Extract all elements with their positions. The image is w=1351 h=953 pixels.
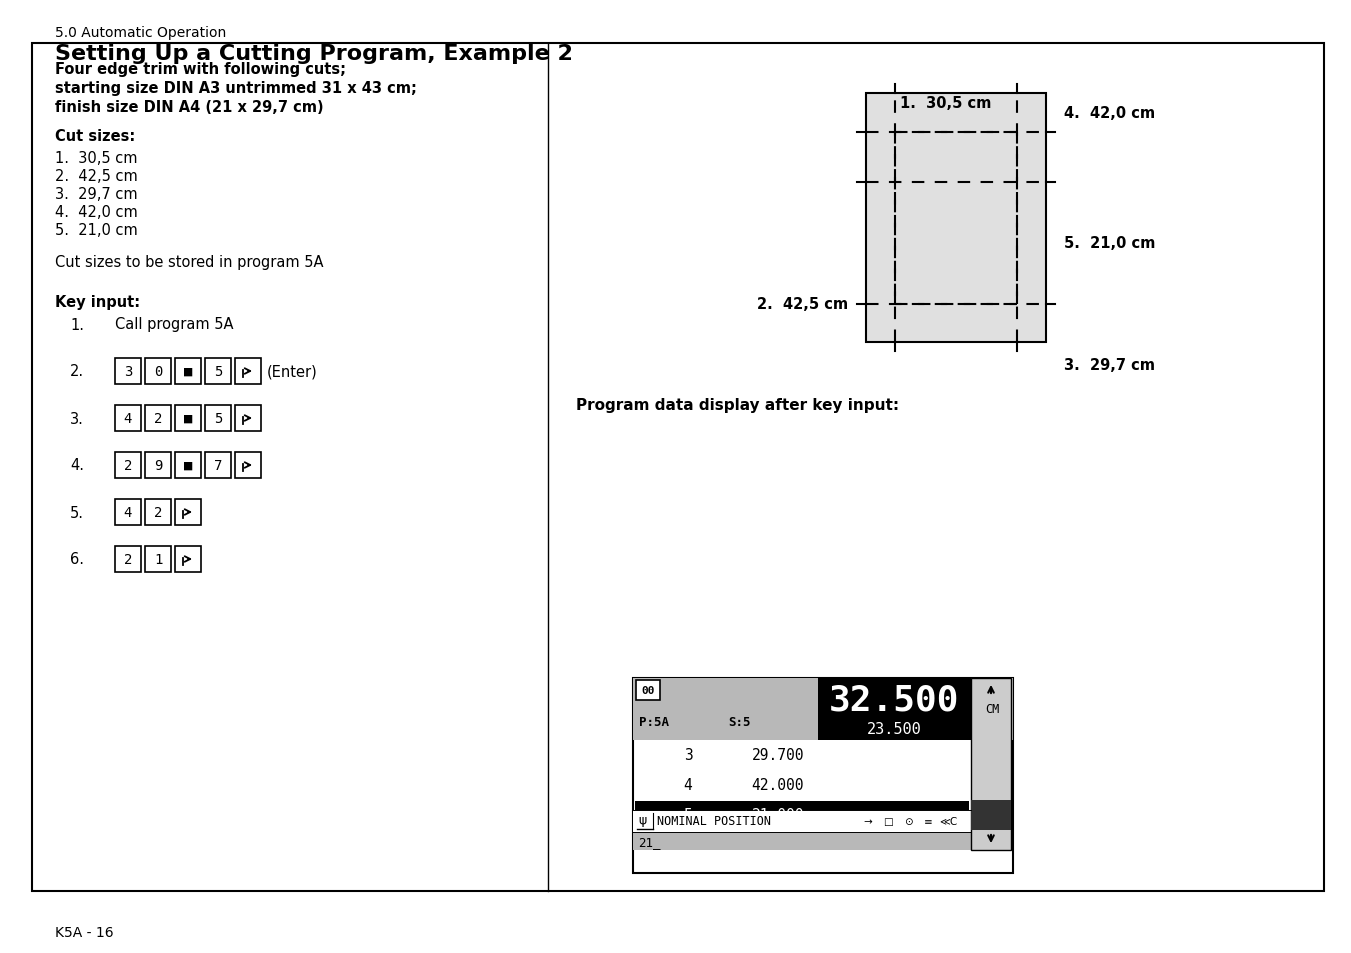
Text: 4.  42,0 cm: 4. 42,0 cm [1063, 106, 1155, 121]
Bar [115, 453, 141, 478]
Text: Key input:: Key input: [55, 294, 141, 310]
Text: Cut sizes:: Cut sizes: [55, 129, 135, 144]
Text: 6.: 6. [70, 552, 84, 567]
Bar [176, 499, 201, 525]
Text: 32.500: 32.500 [830, 683, 959, 718]
Text: (Enter): (Enter) [267, 364, 317, 379]
Text: ⊙: ⊙ [904, 816, 912, 826]
Bar [205, 358, 231, 385]
Bar [145, 406, 172, 432]
Text: starting size DIN A3 untrimmed 31 x 43 cm;: starting size DIN A3 untrimmed 31 x 43 c… [55, 81, 417, 96]
Text: ■: ■ [184, 458, 192, 473]
Bar [235, 453, 261, 478]
Text: 1.  30,5 cm: 1. 30,5 cm [55, 151, 138, 166]
Text: 5.  21,0 cm: 5. 21,0 cm [1063, 236, 1155, 252]
Text: 3.  29,7 cm: 3. 29,7 cm [55, 187, 138, 202]
Bar [634, 810, 971, 832]
Bar [115, 358, 141, 385]
Text: 2: 2 [154, 505, 162, 519]
Bar [235, 406, 261, 432]
Text: K5A - 16: K5A - 16 [55, 925, 113, 939]
Text: 42.000: 42.000 [751, 778, 804, 793]
Text: 2: 2 [154, 412, 162, 426]
Text: ψ: ψ [638, 814, 646, 826]
Text: Cut sizes to be stored in program 5A: Cut sizes to be stored in program 5A [55, 254, 323, 270]
Text: 2: 2 [124, 553, 132, 566]
Text: 2.  42,5 cm: 2. 42,5 cm [55, 169, 138, 184]
Text: ■: ■ [184, 365, 192, 378]
Bar [115, 546, 141, 573]
Text: Setting Up a Cutting Program, Example 2: Setting Up a Cutting Program, Example 2 [55, 44, 573, 64]
Text: 23.500: 23.500 [867, 721, 921, 737]
Bar [32, 44, 1324, 891]
Text: 9: 9 [154, 458, 162, 473]
Text: ■: ■ [184, 412, 192, 426]
Text: 1: 1 [154, 553, 162, 566]
Text: 4.  42,0 cm: 4. 42,0 cm [55, 205, 138, 220]
Text: 3: 3 [684, 748, 692, 762]
Text: 3: 3 [124, 365, 132, 378]
Text: 5.: 5. [70, 505, 84, 520]
Text: 4: 4 [684, 778, 692, 793]
Text: 29.700: 29.700 [751, 748, 804, 762]
Bar [205, 406, 231, 432]
Text: 5.0 Automatic Operation: 5.0 Automatic Operation [55, 26, 226, 40]
Text: 2.: 2. [70, 364, 84, 379]
Bar [145, 358, 172, 385]
Text: 1.: 1. [70, 317, 84, 333]
Text: Program data display after key input:: Program data display after key input: [576, 398, 900, 413]
Bar [971, 679, 1013, 740]
Text: 4: 4 [124, 505, 132, 519]
Bar [176, 546, 201, 573]
Text: Four edge trim with following cuts;: Four edge trim with following cuts; [55, 62, 346, 77]
Bar [176, 453, 201, 478]
Bar [145, 546, 172, 573]
Text: S:5: S:5 [728, 716, 751, 729]
Bar [634, 679, 817, 740]
Text: 5.  21,0 cm: 5. 21,0 cm [55, 223, 138, 237]
Text: 1.  30,5 cm: 1. 30,5 cm [900, 95, 992, 111]
Bar [635, 801, 969, 828]
Text: ≡: ≡ [924, 816, 932, 826]
Bar [971, 801, 1011, 830]
Bar [634, 679, 1013, 873]
Bar [235, 358, 261, 385]
Bar [636, 680, 661, 700]
Text: 21.000: 21.000 [751, 807, 804, 822]
Text: 7: 7 [213, 458, 222, 473]
Bar [176, 358, 201, 385]
Text: 00: 00 [642, 685, 655, 696]
Text: 4.: 4. [70, 458, 84, 473]
Bar [176, 406, 201, 432]
Bar [971, 679, 1011, 850]
Bar [145, 453, 172, 478]
Text: Call program 5A: Call program 5A [115, 317, 234, 333]
Text: 3.  29,7 cm: 3. 29,7 cm [1063, 357, 1155, 373]
Bar [866, 94, 1046, 343]
Bar [205, 453, 231, 478]
Text: □: □ [884, 816, 893, 826]
Bar [634, 833, 971, 850]
Bar [115, 406, 141, 432]
Text: 5: 5 [684, 807, 692, 822]
Text: 3.: 3. [70, 411, 84, 426]
Text: finish size DIN A4 (21 x 29,7 cm): finish size DIN A4 (21 x 29,7 cm) [55, 100, 324, 115]
Text: CM: CM [985, 702, 1000, 716]
Bar [817, 679, 971, 740]
Text: 2.  42,5 cm: 2. 42,5 cm [757, 297, 848, 312]
Text: 5: 5 [213, 365, 222, 378]
Text: →: → [863, 816, 873, 826]
Text: ≪C: ≪C [939, 816, 957, 826]
Bar [145, 499, 172, 525]
Bar [115, 499, 141, 525]
Text: P:5A: P:5A [639, 716, 669, 729]
Text: 0: 0 [154, 365, 162, 378]
Text: 2: 2 [124, 458, 132, 473]
Text: 21_: 21_ [638, 836, 661, 848]
Text: 5: 5 [213, 412, 222, 426]
Text: NOMINAL POSITION: NOMINAL POSITION [657, 815, 771, 827]
Text: 4: 4 [124, 412, 132, 426]
